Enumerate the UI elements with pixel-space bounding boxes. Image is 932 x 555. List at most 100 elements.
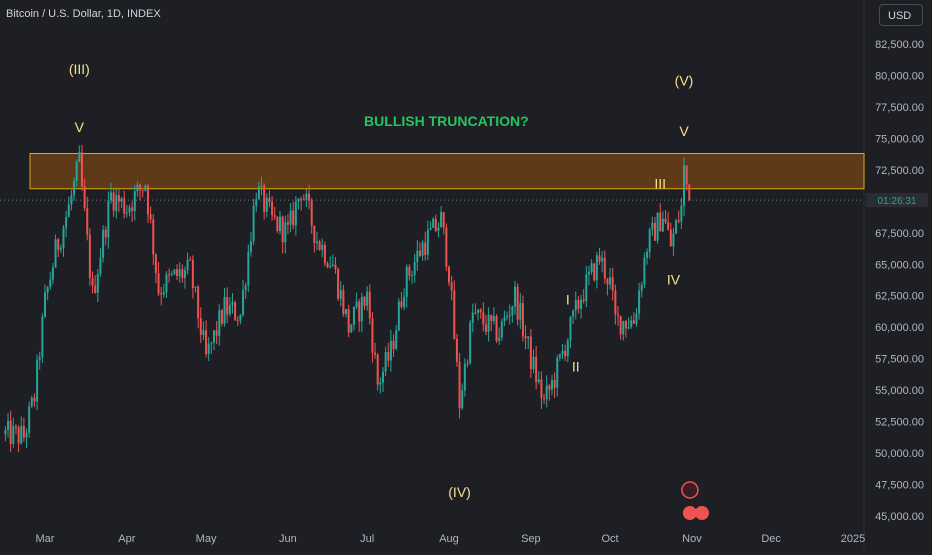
candle-down [616,314,619,316]
candle-down [548,385,551,390]
wave-label: V [75,119,85,135]
candle-up [315,241,318,243]
candle-up [379,382,382,385]
candle-up [355,301,358,308]
candle-down [308,193,311,201]
candle-down [22,426,25,438]
candle-up [125,212,128,214]
candle-down [123,198,126,214]
candle-up [260,185,263,187]
candle-down [334,264,337,270]
candle-down [181,269,184,278]
candle-up [532,356,535,370]
candle-down [236,320,239,322]
candle-up [587,272,590,275]
candle-up [65,217,68,228]
candle-up [294,201,297,226]
candle-down [374,352,377,355]
x-tick-label: Jun [279,533,297,545]
candle-up [389,340,392,361]
candle-up [411,275,414,277]
candle-down [479,309,482,313]
candle-down [268,197,271,202]
event-icon [682,506,697,520]
candle-up [12,426,15,444]
wave-label: III [654,176,666,192]
candle-down [17,427,20,444]
candle-down [564,350,567,357]
x-tick-label: 2025 [841,533,865,545]
candle-up [643,257,646,285]
candle-up [566,340,569,357]
candle-up [210,342,213,344]
candle-up [252,205,255,242]
y-tick-label: 65,000.00 [875,259,924,271]
candle-up [38,356,41,360]
y-tick-label: 47,500.00 [875,480,924,492]
candle-up [207,343,210,354]
candle-up [477,309,480,313]
candle-up [162,292,165,295]
candle-up [503,317,506,322]
wave-label: (IV) [448,484,471,500]
candle-up [144,185,147,191]
currency-selector[interactable]: USD [879,4,923,26]
candle-down [474,312,477,314]
candle-up [672,233,675,247]
candle-up [519,303,522,320]
y-tick-label: 50,000.00 [875,448,924,460]
candle-down [484,324,487,332]
candle-up [648,229,651,252]
candle-down [653,222,656,241]
chart-title: Bitcoin / U.S. Dollar, 1D, INDEX [6,8,161,20]
candle-up [466,362,469,364]
candle-down [205,330,208,354]
x-tick-label: Oct [602,533,619,545]
candle-up [500,321,503,338]
x-tick-label: Sep [521,533,541,545]
candle-down [387,352,390,361]
candle-down [154,254,157,274]
candle-up [255,199,258,206]
candle-up [506,316,509,318]
candle-down [226,297,229,315]
candle-up [247,251,250,286]
candle-down [445,227,448,267]
candle-up [381,371,384,383]
candle-up [561,350,564,355]
candle-down [358,301,361,322]
candle-up [20,426,23,444]
candles [4,144,691,453]
candle-up [432,218,435,228]
resistance-zone [29,153,865,190]
candle-up [661,218,664,232]
candle-up [416,250,419,263]
candle-up [202,330,205,335]
candle-down [281,216,284,243]
candle-up [537,379,540,383]
y-tick-label: 67,500.00 [875,228,924,240]
candle-down [482,312,485,325]
candle-down [160,293,163,295]
candle-up [426,229,429,255]
candle-up [223,297,226,324]
candle-up [498,337,501,341]
candle-down [521,303,524,337]
wave-label: IV [667,271,681,287]
y-tick-label: 55,000.00 [875,385,924,397]
candle-up [96,274,99,293]
x-tick-label: Apr [118,533,135,545]
candle-up [463,363,466,391]
candle-up [7,420,10,430]
candle-up [580,299,583,309]
candle-down [611,277,614,291]
candle-up [30,397,33,407]
candle-down [9,420,12,444]
candle-up [421,242,424,256]
candle-down [667,222,670,230]
candle-down [276,216,279,232]
candle-down [131,207,134,211]
candle-up [545,385,548,400]
candle-down [88,234,91,278]
